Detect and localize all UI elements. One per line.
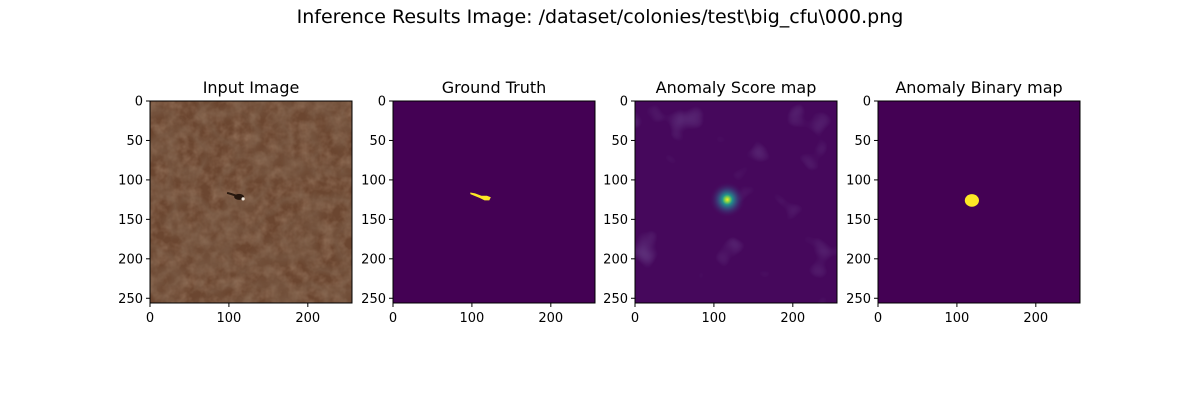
y-tick-label: 200 xyxy=(846,252,871,267)
ground-truth-title: Ground Truth xyxy=(442,78,547,97)
y-tick-label: 50 xyxy=(126,134,143,149)
y-tick-label: 50 xyxy=(854,134,871,149)
y-tick-label: 250 xyxy=(118,292,143,307)
x-tick-label: 200 xyxy=(1023,311,1048,326)
y-tick-label: 200 xyxy=(361,252,386,267)
x-tick-label: 100 xyxy=(459,311,484,326)
y-tick-label: 200 xyxy=(118,252,143,267)
x-tick-label: 100 xyxy=(701,311,726,326)
ground-truth-image xyxy=(393,101,595,303)
x-tick-label: 100 xyxy=(944,311,969,326)
defect-highlight xyxy=(241,197,245,201)
y-tick-label: 200 xyxy=(603,252,628,267)
y-tick-label: 100 xyxy=(118,173,143,188)
y-tick-label: 100 xyxy=(361,173,386,188)
anomaly-score-map-image xyxy=(635,101,837,303)
y-tick-label: 50 xyxy=(369,134,386,149)
y-tick-label: 150 xyxy=(118,213,143,228)
ground-truth-defect xyxy=(470,192,491,201)
anomaly-binary-map-title: Anomaly Binary map xyxy=(895,78,1062,97)
binary-background xyxy=(878,101,1080,303)
y-tick-label: 0 xyxy=(863,95,871,110)
x-tick-label: 200 xyxy=(780,311,805,326)
y-tick-label: 250 xyxy=(603,292,628,307)
x-tick-label: 0 xyxy=(874,311,882,326)
y-tick-label: 150 xyxy=(361,213,386,228)
y-tick-label: 150 xyxy=(846,213,871,228)
input-image-frame xyxy=(149,100,353,304)
mask-background xyxy=(393,101,595,303)
input-image-image xyxy=(150,101,352,303)
anomaly-binary-map-image xyxy=(878,101,1080,303)
score-peak xyxy=(709,181,746,218)
anomaly-score-map-title: Anomaly Score map xyxy=(656,78,817,97)
y-tick-label: 100 xyxy=(603,173,628,188)
ground-truth-frame xyxy=(392,100,596,304)
y-tick-label: 0 xyxy=(378,95,386,110)
anomaly-blob xyxy=(964,194,979,207)
y-tick-label: 150 xyxy=(603,213,628,228)
y-tick-label: 250 xyxy=(846,292,871,307)
y-tick-label: 0 xyxy=(135,95,143,110)
x-tick-label: 0 xyxy=(389,311,397,326)
y-tick-label: 50 xyxy=(611,134,628,149)
input-image-title: Input Image xyxy=(203,78,300,97)
x-tick-label: 200 xyxy=(538,311,563,326)
y-tick-label: 0 xyxy=(620,95,628,110)
y-tick-label: 100 xyxy=(846,173,871,188)
x-tick-label: 200 xyxy=(295,311,320,326)
y-tick-label: 250 xyxy=(361,292,386,307)
x-tick-label: 0 xyxy=(631,311,639,326)
anomaly-binary-map-frame xyxy=(877,100,1081,304)
figure-suptitle: Inference Results Image: /dataset/coloni… xyxy=(297,6,904,28)
leather-creases xyxy=(150,101,352,303)
x-tick-label: 100 xyxy=(216,311,241,326)
anomaly-score-map-frame xyxy=(634,100,838,304)
x-tick-label: 0 xyxy=(146,311,154,326)
